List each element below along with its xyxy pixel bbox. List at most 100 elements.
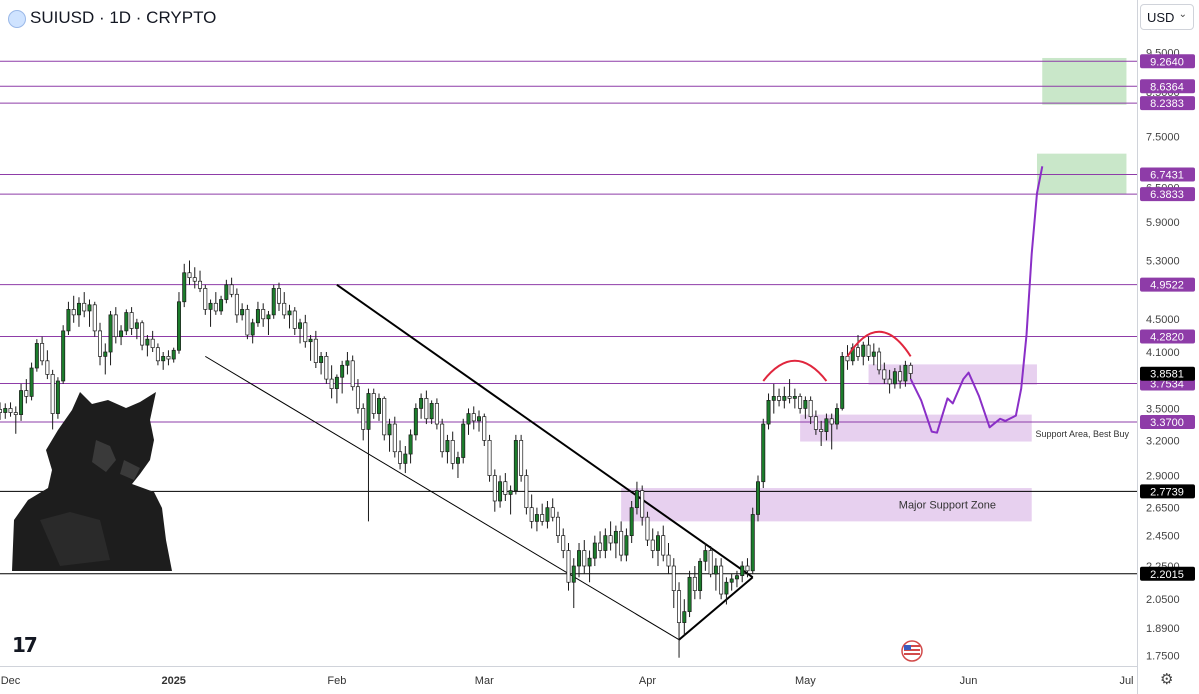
candle-body <box>171 349 176 360</box>
candle-body <box>450 440 455 464</box>
candle-body <box>740 565 745 577</box>
candle-body <box>155 347 160 362</box>
candle-body <box>829 418 834 425</box>
zone-label: Major Support Zone <box>899 500 996 512</box>
candle-body <box>408 434 413 455</box>
candle-body <box>724 581 729 595</box>
candle-body <box>708 550 713 575</box>
candle-body <box>529 507 534 522</box>
candle-body <box>282 302 287 316</box>
candle-body <box>466 413 471 425</box>
candle-body <box>613 530 618 544</box>
zone-label: Support Area, Best Buy <box>1035 429 1129 439</box>
zone-box <box>800 414 1032 442</box>
candle-body <box>677 590 682 623</box>
price-tag <box>1140 54 1195 69</box>
candle-body <box>666 554 671 567</box>
candle-body <box>413 408 418 436</box>
trendline <box>678 576 754 641</box>
price-tag-label: 2.7739 <box>1150 486 1184 498</box>
symbol-logo-icon <box>8 10 26 28</box>
candle-body <box>571 565 576 583</box>
price-tag-label: 3.8581 <box>1150 369 1184 381</box>
candle-body <box>92 304 97 332</box>
x-tick-label: Jun <box>960 675 978 687</box>
currency-select[interactable]: USD ⌄ <box>1140 4 1194 30</box>
candle-body <box>834 408 839 425</box>
settings-gear-icon[interactable]: ⚙ <box>1160 671 1174 688</box>
currency-label: USD <box>1147 10 1175 25</box>
x-tick-label: May <box>795 675 816 687</box>
candle-body <box>656 535 660 551</box>
x-tick-label: 2025 <box>161 675 185 687</box>
zone-box <box>1042 57 1127 105</box>
candle-body <box>398 451 403 464</box>
y-tick-label: 2.9000 <box>1146 471 1180 483</box>
chevron-down-icon: ⌄ <box>1178 9 1187 20</box>
candle-body <box>671 565 676 591</box>
x-tick-label: Mar <box>475 675 494 687</box>
y-tick-label: 1.8900 <box>1146 623 1180 635</box>
candle-body <box>592 542 597 559</box>
candle-body <box>624 535 629 556</box>
candle-body <box>198 280 203 289</box>
y-tick-label: 5.9000 <box>1146 217 1180 229</box>
candle-body <box>8 408 13 413</box>
candle-body <box>887 378 892 385</box>
candle-body <box>24 390 29 397</box>
y-tick-label: 3.2000 <box>1146 435 1180 447</box>
candle-body <box>176 301 181 351</box>
candle-body <box>577 550 582 567</box>
candle-body <box>377 398 381 414</box>
projection-path <box>909 166 1044 434</box>
candle-body <box>877 351 882 371</box>
price-tag <box>1140 566 1195 581</box>
candle-body <box>771 396 776 401</box>
candle-body <box>50 374 55 414</box>
candle-body <box>219 299 224 312</box>
price-tag <box>1140 329 1195 344</box>
candles-layer <box>0 260 913 658</box>
candle-body <box>371 393 376 414</box>
candle-body <box>119 330 124 338</box>
y-tick-label: 4.5000 <box>1146 314 1180 326</box>
candle-body <box>745 565 750 572</box>
price-tag-label: 4.9522 <box>1150 280 1184 292</box>
candle-body <box>503 481 508 495</box>
zone-box <box>1036 153 1127 195</box>
candle-body <box>898 371 903 382</box>
y-tick-label: 2.0500 <box>1146 594 1180 606</box>
candle-body <box>19 390 24 415</box>
y-tick-label: 7.5000 <box>1146 132 1180 144</box>
price-tag <box>1140 96 1195 111</box>
candle-body <box>598 542 603 551</box>
candle-body <box>608 535 613 544</box>
trendlines-layer <box>205 283 754 641</box>
candle-body <box>782 396 787 401</box>
candle-body <box>492 475 497 502</box>
pattern-arc <box>846 330 912 357</box>
candle-body <box>182 272 187 303</box>
candle-body <box>161 356 166 362</box>
candle-body <box>455 457 460 464</box>
candle-body <box>145 338 150 346</box>
candle-body <box>355 386 360 409</box>
candle-body <box>808 400 813 418</box>
candle-body <box>334 376 339 389</box>
price-tag <box>1140 414 1195 429</box>
candle-body <box>76 302 81 316</box>
candle-body <box>271 288 276 316</box>
candle-body <box>719 565 724 595</box>
candle-body <box>340 364 345 378</box>
candle-body <box>245 309 250 336</box>
candle-body <box>187 272 192 279</box>
candle-body <box>366 393 371 430</box>
candle-body <box>903 364 908 382</box>
candle-body <box>40 343 45 362</box>
candle-body <box>345 360 350 366</box>
candle-body <box>856 347 860 357</box>
candle-body <box>308 338 313 343</box>
candle-body <box>713 565 718 575</box>
candle-body <box>192 277 197 282</box>
